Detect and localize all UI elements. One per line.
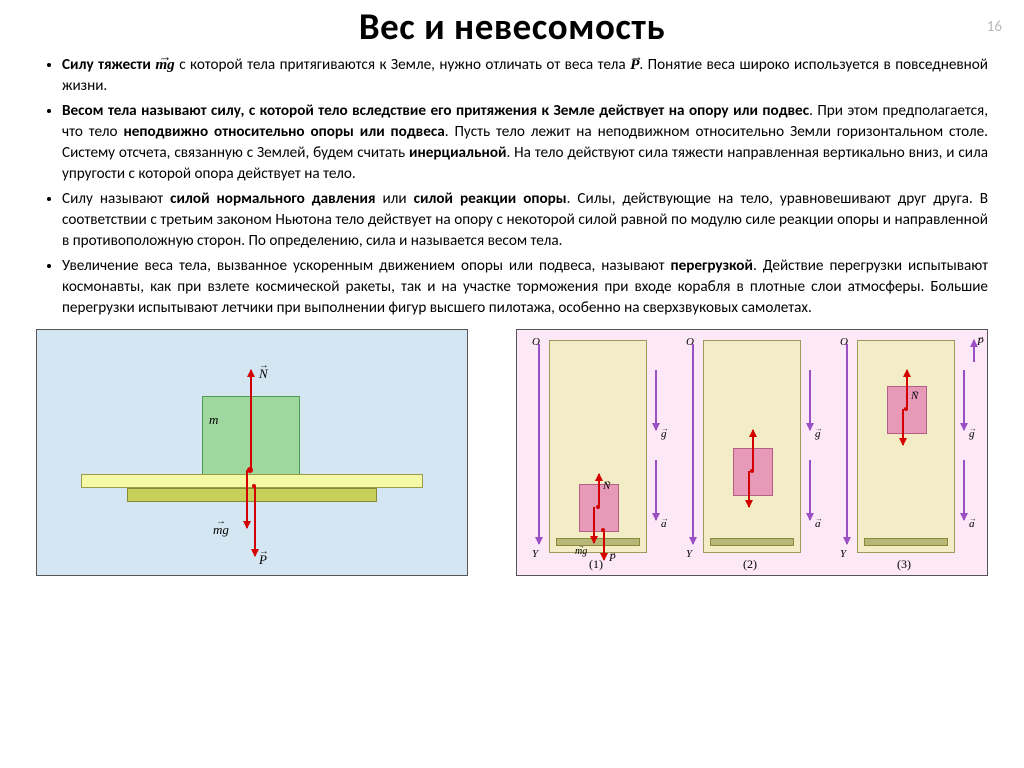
formula-P: P <box>630 56 639 73</box>
g-2 <box>809 370 811 430</box>
figure-left: m N mg P <box>36 329 468 576</box>
bullet-3: Силу называют силой нормального давления… <box>62 189 988 252</box>
bullet-list: Силу тяжести mg с которой тела притягива… <box>36 55 988 319</box>
g-1 <box>655 370 657 430</box>
P-up <box>973 340 975 362</box>
figure-right: N mg P N O O O Y Y Y <box>516 329 988 576</box>
p1-mg <box>593 507 595 543</box>
figure-row: m N mg P <box>36 329 988 576</box>
axis-3 <box>846 344 848 544</box>
page-number: 16 <box>987 18 1002 36</box>
fig-num-2: (2) <box>743 557 757 572</box>
bullet-1: Силу тяжести mg с которой тела притягива… <box>62 55 988 97</box>
p2-N <box>752 430 754 471</box>
axis-2 <box>692 344 694 544</box>
left-surface-bottom <box>127 488 377 502</box>
axis-1 <box>538 344 540 544</box>
bullet-1-pre: Силу тяжести <box>62 56 155 74</box>
fig-num-3: (3) <box>897 557 911 572</box>
label-P: P <box>259 552 267 568</box>
a-2 <box>809 460 811 520</box>
formula-mg: mg <box>155 56 174 73</box>
label-N: N <box>259 366 268 382</box>
slide: 16 Вес и невесомость Силу тяжести mg с к… <box>0 0 1024 768</box>
bullet-2: Весом тела называют силу, с которой тело… <box>62 101 988 185</box>
arrow-P <box>254 486 256 556</box>
a-3 <box>963 460 965 520</box>
p1-P <box>603 530 605 560</box>
p1-N <box>598 474 600 507</box>
label-m: m <box>209 412 218 428</box>
left-surface-dot <box>252 484 256 488</box>
g-3 <box>963 370 965 430</box>
arrow-mg <box>246 470 248 528</box>
p3-N <box>906 370 908 409</box>
fig-num-1: (1) <box>589 557 603 572</box>
slide-title: Вес и невесомость <box>36 4 988 49</box>
bullet-4: Увеличение веса тела, вызванное ускоренн… <box>62 256 988 319</box>
a-1 <box>655 460 657 520</box>
p2-mg <box>748 471 750 507</box>
label-mg: mg <box>213 522 229 538</box>
p3-mg <box>902 409 904 445</box>
arrow-N <box>250 370 252 470</box>
